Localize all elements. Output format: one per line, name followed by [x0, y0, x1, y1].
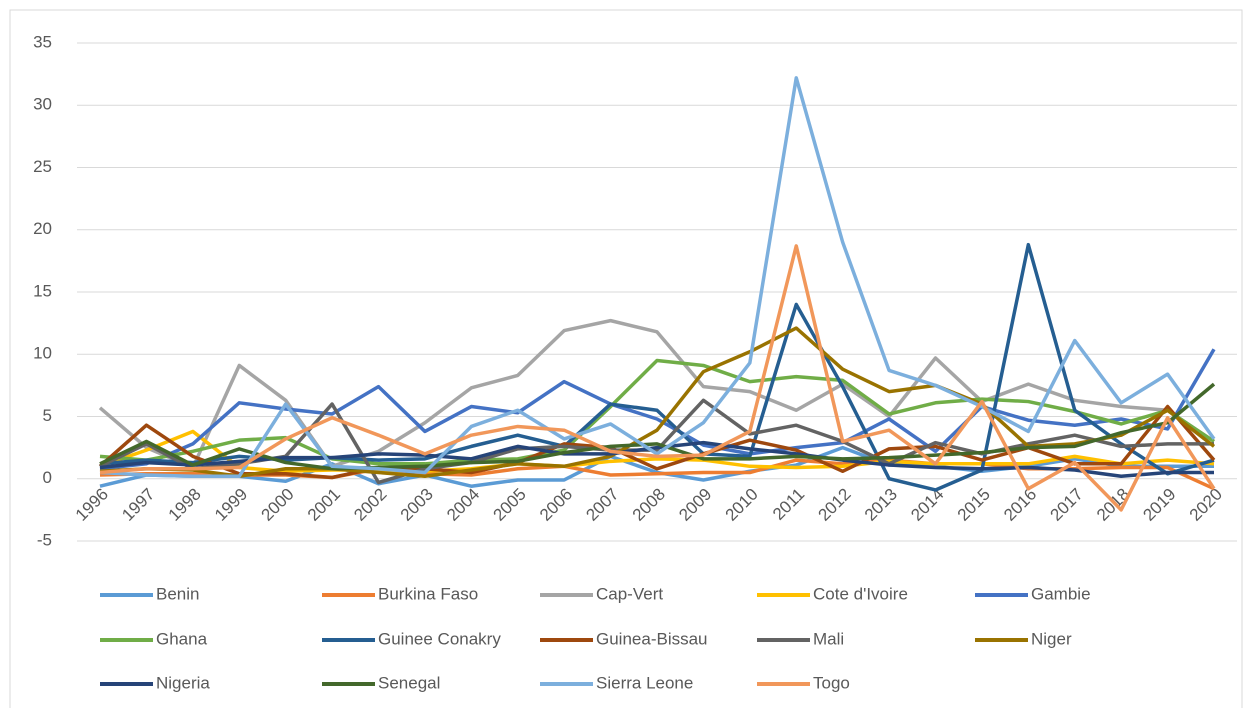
legend-label: Guinea-Bissau — [596, 629, 708, 648]
legend-label: Guinee Conakry — [378, 629, 501, 648]
series-line — [99, 348, 1216, 471]
y-tick-label: 15 — [33, 281, 52, 300]
y-tick-label: 10 — [33, 344, 52, 363]
legend-label: Sierra Leone — [596, 673, 693, 692]
legend-label: Cote d'Ivoire — [813, 584, 908, 603]
legend-label: Togo — [813, 673, 850, 692]
y-tick-label: 5 — [43, 406, 52, 425]
y-tick-label: 35 — [33, 32, 52, 51]
legend-label: Benin — [156, 584, 199, 603]
series-line — [99, 382, 1216, 471]
y-tick-label: -5 — [37, 530, 52, 549]
legend-label: Senegal — [378, 673, 440, 692]
legend-label: Ghana — [156, 629, 208, 648]
legend-label: Mali — [813, 629, 844, 648]
series-line — [99, 76, 1216, 479]
chart-border — [9, 9, 1243, 711]
series-line — [98, 318, 1215, 470]
legend-label: Nigeria — [156, 673, 210, 692]
legend-label: Gambie — [1031, 584, 1091, 603]
series-line — [99, 242, 1215, 492]
series-line — [99, 244, 1216, 512]
y-tick-label: 20 — [33, 219, 52, 238]
series-line — [99, 440, 1214, 479]
legend-label: Burkina Faso — [378, 584, 478, 603]
series-line — [99, 429, 1215, 474]
legend-label: Cap-Vert — [596, 584, 663, 603]
y-tick-label: 25 — [33, 157, 52, 176]
y-tick-label: 30 — [33, 95, 52, 114]
legend-label: Niger — [1031, 629, 1072, 648]
y-tick-label: 0 — [43, 468, 52, 487]
